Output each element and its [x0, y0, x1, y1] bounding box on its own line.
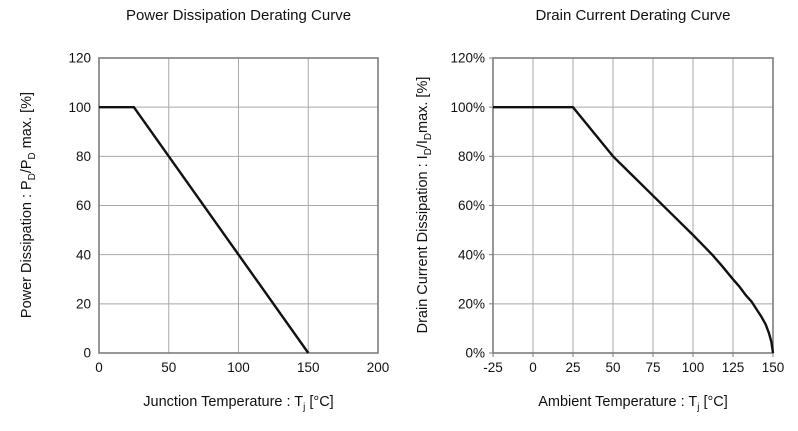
x-tick-label: 25: [565, 360, 580, 375]
drain-current-curve: [493, 105, 775, 354]
x-tick-label: 150: [762, 360, 785, 375]
x-tick-label: 50: [161, 360, 176, 375]
power-chart-title: Power Dissipation Derating Curve: [125, 7, 352, 24]
drain-chart-plot-area: -25 0 25 50 75 100 125 150 0% 20% 40% 60% 80% 100% 120…: [450, 51, 785, 375]
y-tick-label: 20: [76, 297, 91, 312]
x-tick-label: 200: [367, 360, 390, 375]
plot-border: [98, 57, 379, 354]
y-tick-label: 60: [76, 198, 91, 213]
power-dissipation-curve: [99, 105, 310, 354]
y-tick-label: 0: [83, 346, 91, 361]
y-tick-label: 40: [76, 247, 91, 262]
y-tick-label: 100: [68, 100, 91, 115]
x-tick-label: 100: [227, 360, 250, 375]
y-tick-label: 60%: [458, 198, 485, 213]
x-tick-label: 75: [645, 360, 660, 375]
drain-current-chart: Drain Current Derating Curve Drain Curre…: [398, 0, 796, 431]
y-tick-label: 120: [68, 51, 91, 66]
x-tick-label: 50: [605, 360, 620, 375]
drain-chart-title: Drain Current Derating Curve: [535, 7, 731, 24]
y-tick-label: 80: [76, 149, 91, 164]
drain-chart-x-axis-label: Ambient Temperature : Tj [°C]: [538, 394, 728, 413]
power-dissipation-chart: Power Dissipation Derating Curve Power D…: [0, 0, 398, 431]
y-tick-label: 20%: [458, 297, 485, 312]
x-tick-label: 0: [95, 360, 103, 375]
y-tick-label: 100%: [450, 100, 485, 115]
power-chart-plot-area: 0 50 100 150 200 0 20 40 60 80 100 120: [68, 51, 390, 375]
x-tick-label: 100: [682, 360, 705, 375]
x-tick-label: 0: [529, 360, 537, 375]
y-tick-label: 0%: [465, 346, 485, 361]
power-chart-x-axis-label: Junction Temperature : Tj [°C]: [143, 394, 334, 413]
x-tick-label: 150: [297, 360, 320, 375]
x-tick-label: 125: [722, 360, 745, 375]
y-tick-label: 80%: [458, 149, 485, 164]
y-tick-label: 40%: [458, 247, 485, 262]
y-tick-label: 120%: [450, 51, 485, 66]
x-tick-label: -25: [483, 360, 503, 375]
